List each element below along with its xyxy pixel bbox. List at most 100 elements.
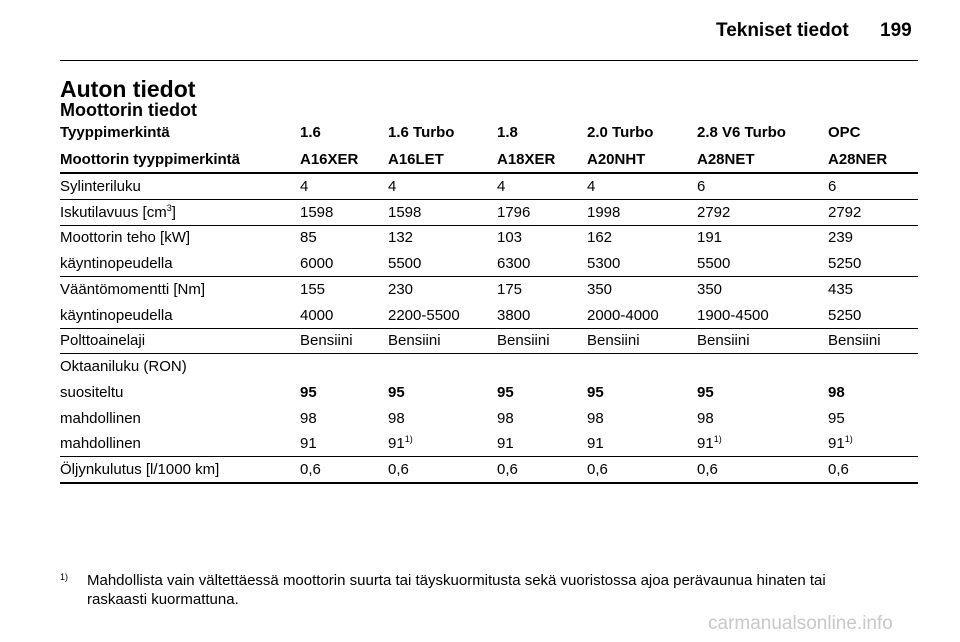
table-cell: 1.6 Turbo (388, 124, 455, 141)
superscript: 3 (166, 202, 172, 213)
table-cell: suositeltu (60, 383, 124, 401)
table-cell: 5250 (828, 255, 862, 273)
table-cell: 0,6 (828, 461, 849, 479)
table-cell: 103 (497, 229, 523, 247)
table-cell: 95 (828, 409, 845, 427)
table-cell: A18XER (497, 151, 556, 168)
table-cell: 1.8 (497, 124, 518, 141)
table-cell: 911) (388, 435, 413, 453)
table-cell: mahdollinen (60, 409, 141, 427)
table-cell: Bensiini (587, 332, 640, 350)
cell-text: 91 (697, 435, 714, 453)
cell-text: Iskutilavuus [cm (60, 203, 167, 221)
cell-text: 91 (388, 435, 405, 453)
footnote-line: raskaasti kuormattuna. (87, 591, 239, 608)
table-cell: Vääntömomentti [Nm] (60, 280, 206, 298)
table-cell: 85 (300, 229, 317, 247)
table-cell: mahdollinen (60, 435, 141, 453)
table-cell: Öljynkulutus [l/1000 km] (60, 461, 220, 479)
table-cell: käyntinopeudella (60, 306, 173, 324)
table-cell: 95 (587, 383, 604, 401)
table-cell: Sylinteriluku (60, 177, 141, 195)
table-cell: 239 (828, 229, 854, 247)
table-cell: 6300 (497, 255, 531, 273)
table-cell: 435 (828, 280, 854, 298)
table-cell: 1900-4500 (697, 306, 769, 324)
superscript: 1) (404, 434, 413, 445)
table-cell: A16LET (388, 151, 444, 168)
table-cell: 4 (388, 177, 397, 195)
table-cell: Bensiini (828, 332, 881, 350)
table-cell: A20NHT (587, 151, 646, 168)
table-cell: OPC (828, 124, 861, 141)
table-cell: 95 (697, 383, 714, 401)
table-cell: Oktaaniluku (RON) (60, 358, 187, 376)
table-cell: 98 (300, 409, 317, 427)
superscript: 1) (713, 434, 722, 445)
table-cell: 0,6 (300, 461, 321, 479)
table-cell: 2792 (828, 203, 862, 221)
table-cell: käyntinopeudella (60, 255, 173, 273)
table-cell: 1.6 (300, 124, 321, 141)
table-cell: 1796 (497, 203, 531, 221)
table-cell: 95 (497, 383, 514, 401)
table-cell: 5500 (697, 255, 731, 273)
table-cell: 350 (587, 280, 613, 298)
table-cell: 91 (587, 435, 604, 453)
table-cell: 98 (697, 409, 714, 427)
group-rule (60, 225, 918, 226)
table-cell: A28NER (828, 151, 888, 168)
table-cell: 5300 (587, 255, 621, 273)
table-cell: Bensiini (388, 332, 441, 350)
table-cell: 4000 (300, 306, 334, 324)
table-cell: 0,6 (587, 461, 608, 479)
footnote-mark: 1) (60, 572, 69, 582)
group-rule (60, 276, 918, 277)
table-cell: 191 (697, 229, 723, 247)
table-cell: 175 (497, 280, 523, 298)
table-cell: Bensiini (697, 332, 750, 350)
table-cell: 2.0 Turbo (587, 124, 654, 141)
table-cell: 0,6 (388, 461, 409, 479)
table-cell: 230 (388, 280, 414, 298)
table-cell: Moottorin tyyppimerkintä (60, 151, 241, 168)
table-cell: 98 (828, 383, 845, 401)
table-cell: 2000-4000 (587, 306, 659, 324)
header-title: Tekniset tiedot (716, 20, 849, 41)
table-cell: 91 (497, 435, 514, 453)
table-cell: 98 (587, 409, 604, 427)
table-cell: 0,6 (697, 461, 718, 479)
table-cell: 1598 (300, 203, 334, 221)
table-cell: Moottorin teho [kW] (60, 229, 191, 247)
table-cell: 0,6 (497, 461, 518, 479)
superscript: 1) (844, 434, 853, 445)
watermark: carmanualsonline.info (708, 613, 893, 634)
table-cell: 2792 (697, 203, 731, 221)
group-rule (60, 199, 918, 200)
footnote-line: Mahdollista vain vältettäessä moottorin … (87, 572, 826, 589)
group-rule (60, 456, 918, 457)
table-cell: 4 (300, 177, 309, 195)
table-cell: 95 (388, 383, 405, 401)
table-cell: 98 (497, 409, 514, 427)
cell-text: 91 (828, 435, 845, 453)
group-rule (60, 328, 918, 329)
table-cell: 5500 (388, 255, 422, 273)
table-cell: 1998 (587, 203, 621, 221)
table-cell: 162 (587, 229, 613, 247)
section-title: Auton tiedot (60, 76, 196, 102)
header-rule (60, 60, 918, 61)
table-cell: 98 (388, 409, 405, 427)
table-cell: 1598 (388, 203, 422, 221)
table-bottom-rule (60, 482, 918, 484)
table-cell: 3800 (497, 306, 531, 324)
table-cell: 350 (697, 280, 723, 298)
table-cell: Polttoainelaji (60, 332, 146, 350)
table-cell: 911) (828, 435, 853, 453)
table-cell: 6000 (300, 255, 334, 273)
table-cell: 4 (587, 177, 596, 195)
table-cell: 6 (828, 177, 837, 195)
section-subtitle: Moottorin tiedot (60, 100, 197, 120)
page-number: 199 (880, 20, 912, 41)
